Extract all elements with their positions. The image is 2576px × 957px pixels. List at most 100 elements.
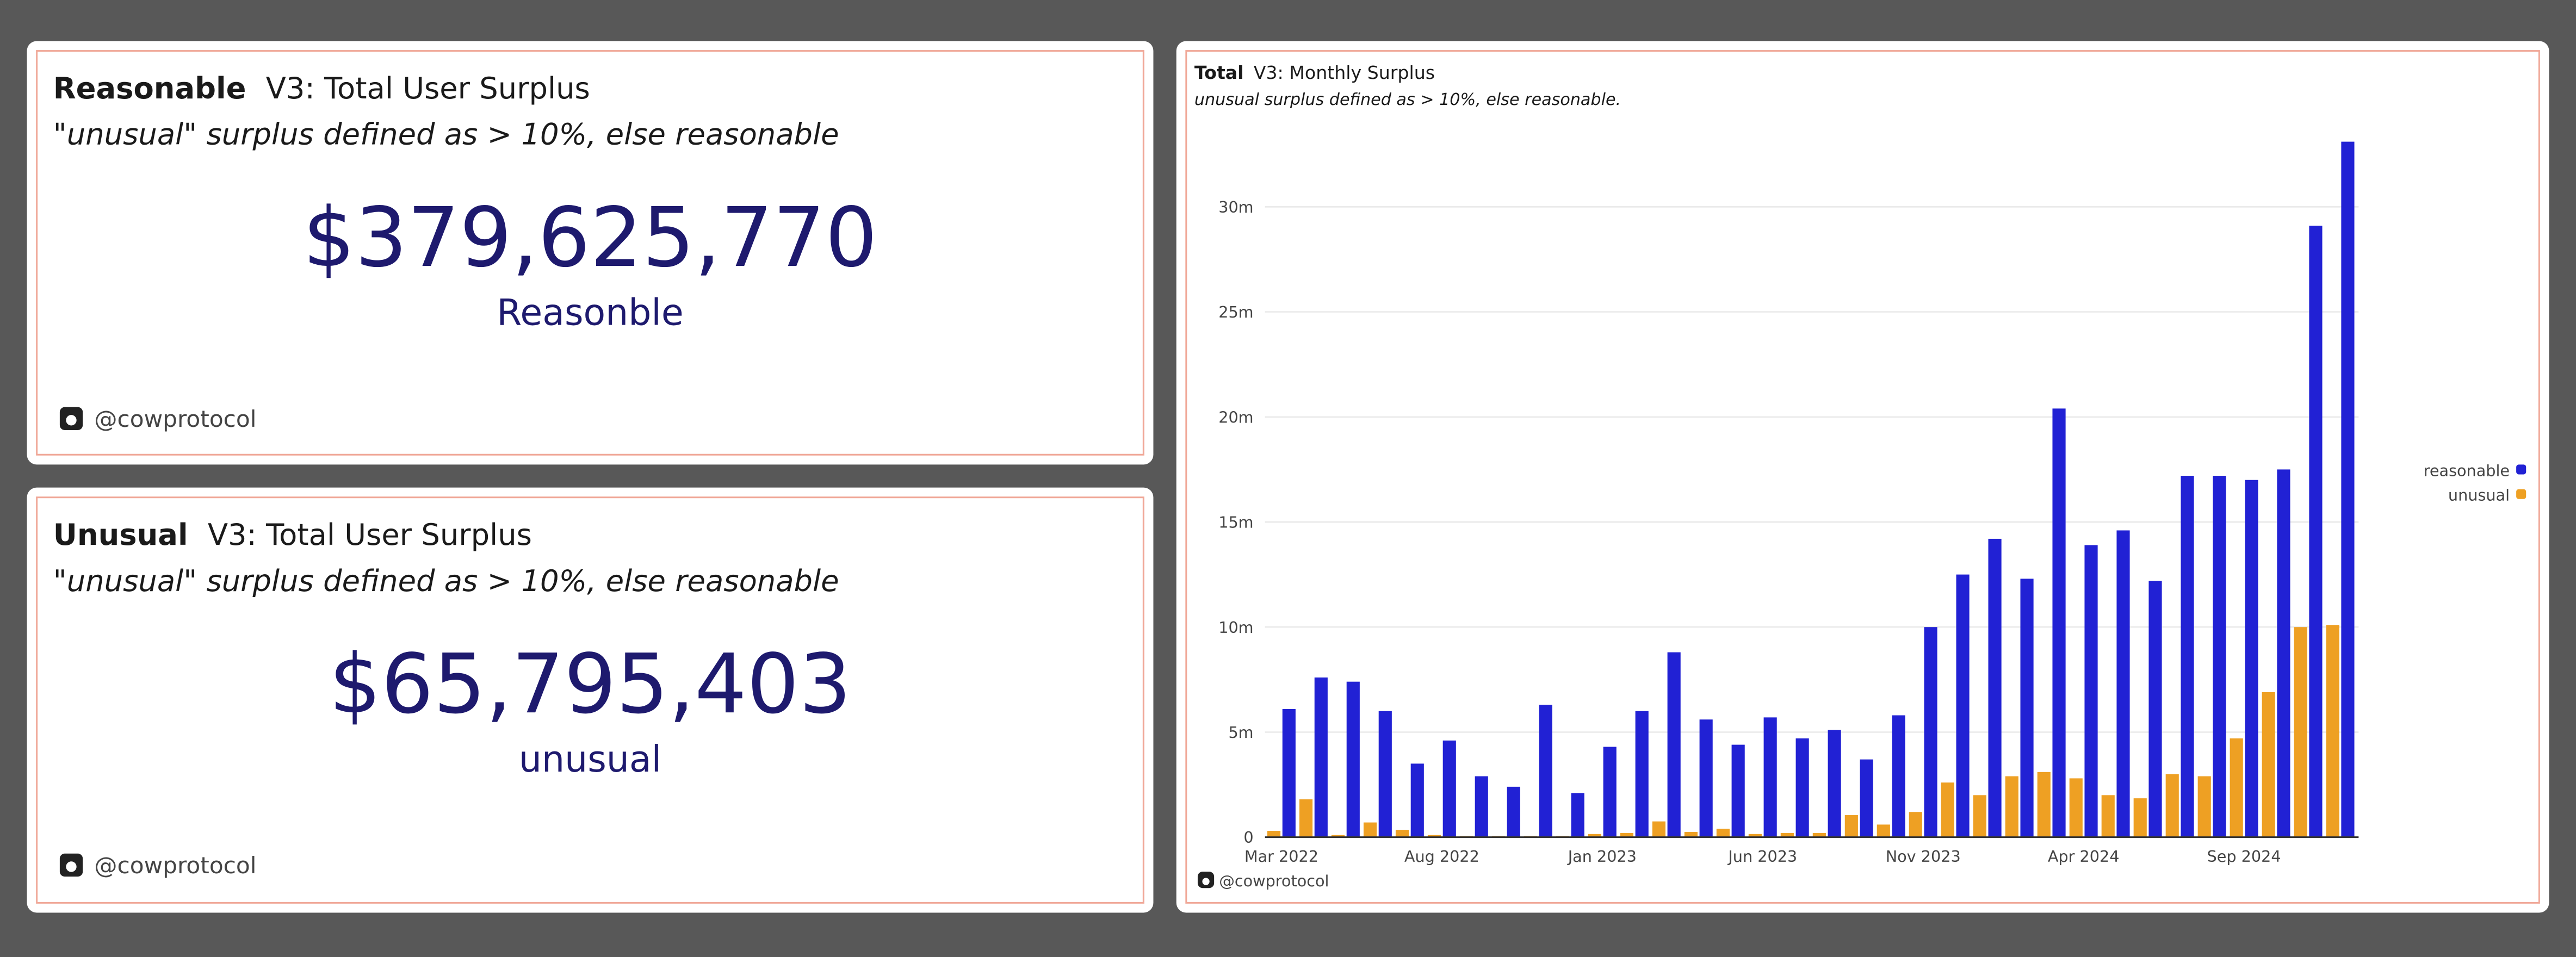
bar — [2294, 627, 2307, 837]
card — [27, 41, 1154, 465]
bar — [1635, 711, 1649, 837]
x-tick-label: Mar 2022 — [1244, 847, 1318, 866]
y-tick-label: 25m — [1218, 303, 1253, 321]
bar — [1571, 793, 1584, 837]
bar — [1267, 831, 1281, 837]
bar — [1877, 824, 1890, 837]
bar — [2181, 475, 2194, 837]
card-border — [36, 496, 1144, 904]
card-title: Unusual V3: Total User Surplus — [53, 518, 532, 552]
bar — [2245, 480, 2258, 837]
bar — [1844, 815, 1858, 837]
card — [1176, 41, 2549, 913]
counter-label: Reasonble — [497, 291, 683, 334]
bar — [2037, 772, 2051, 837]
bar — [1924, 627, 1937, 837]
counter-value: $379,625,770 — [303, 190, 877, 285]
bar — [1699, 719, 1713, 837]
bar — [1988, 538, 2002, 837]
bar — [2165, 774, 2179, 837]
bar — [1748, 834, 1762, 837]
bar — [1828, 730, 1841, 837]
bar — [1941, 782, 1954, 837]
logo-dot — [66, 415, 77, 426]
card-subtitle: V3: Total User Surplus — [208, 518, 532, 552]
bar — [2148, 581, 2162, 837]
bar — [1973, 795, 1986, 837]
y-tick-label: 5m — [1228, 723, 1253, 742]
card-footer: @cowprotocol — [94, 406, 256, 432]
bar — [1395, 830, 1409, 837]
y-tick-label: 20m — [1218, 408, 1253, 426]
bar — [2020, 579, 2034, 837]
bar — [2052, 408, 2066, 837]
bar — [1363, 822, 1377, 837]
bar — [2213, 475, 2226, 837]
counter-label: unusual — [519, 738, 661, 780]
bar — [2326, 625, 2339, 837]
bar — [1620, 832, 1633, 837]
bar — [2341, 141, 2355, 837]
bar — [2277, 469, 2290, 837]
bar — [1763, 717, 1777, 837]
y-tick-label: 0 — [1243, 828, 1253, 847]
chart-subtitle: V3: Monthly Surplus — [1254, 62, 1435, 83]
bar — [2230, 738, 2243, 837]
bar — [2262, 692, 2275, 837]
legend-label: reasonable — [2424, 461, 2510, 480]
bar — [1731, 744, 1745, 837]
card-border — [1185, 50, 2540, 904]
card-title: Reasonable V3: Total User Surplus — [53, 71, 590, 105]
bar — [1603, 747, 1617, 837]
bar — [1780, 832, 1794, 837]
bar — [1410, 763, 1424, 837]
bar — [1442, 740, 1456, 837]
bar — [2101, 795, 2115, 837]
bar — [1716, 829, 1730, 837]
bar — [1909, 812, 1922, 837]
chart-title-main: Total — [1194, 62, 1244, 83]
bar — [1378, 711, 1392, 837]
bar — [1507, 786, 1520, 837]
card-title-main: Reasonable — [53, 71, 246, 105]
logo-dot — [1202, 878, 1210, 885]
bar — [2133, 798, 2147, 837]
chart-footer: @cowprotocol — [1219, 872, 1329, 890]
bar — [1892, 715, 1905, 837]
x-tick-label: Sep 2024 — [2207, 847, 2281, 866]
bar — [1539, 705, 1552, 837]
chart-title: Total V3: Monthly Surplus — [1194, 62, 1435, 83]
bar — [2069, 778, 2083, 837]
y-tick-label: 30m — [1218, 198, 1253, 216]
card-subtitle: V3: Total User Surplus — [266, 71, 590, 105]
logo-dot — [66, 861, 77, 872]
bar — [1331, 835, 1345, 837]
card — [27, 487, 1154, 913]
bar — [1346, 681, 1360, 837]
card-title-main: Unusual — [53, 518, 188, 552]
bar — [1314, 677, 1328, 837]
bar — [1299, 799, 1313, 837]
bar — [1860, 759, 1873, 837]
legend-label: unusual — [2448, 486, 2510, 505]
x-tick-label: Apr 2024 — [2048, 847, 2120, 866]
legend-swatch — [2516, 464, 2527, 475]
bar — [1588, 834, 1601, 837]
bar — [1282, 709, 1296, 837]
bar — [1795, 738, 1809, 837]
bar — [1427, 835, 1441, 837]
bar — [2197, 776, 2211, 837]
bar — [1667, 652, 1681, 837]
y-tick-label: 10m — [1218, 618, 1253, 637]
chart-description: unusual surplus defined as > 10%, else r… — [1194, 90, 1621, 109]
y-tick-label: 15m — [1218, 513, 1253, 532]
x-tick-label: Jun 2023 — [1727, 847, 1797, 866]
x-tick-label: Jan 2023 — [1567, 847, 1637, 866]
card-description: "unusual" surplus defined as > 10%, else… — [53, 564, 839, 598]
bar — [2116, 530, 2130, 837]
bar — [1684, 831, 1698, 837]
bar — [1956, 574, 1970, 837]
bar — [1652, 821, 1665, 837]
bar — [2084, 545, 2098, 837]
